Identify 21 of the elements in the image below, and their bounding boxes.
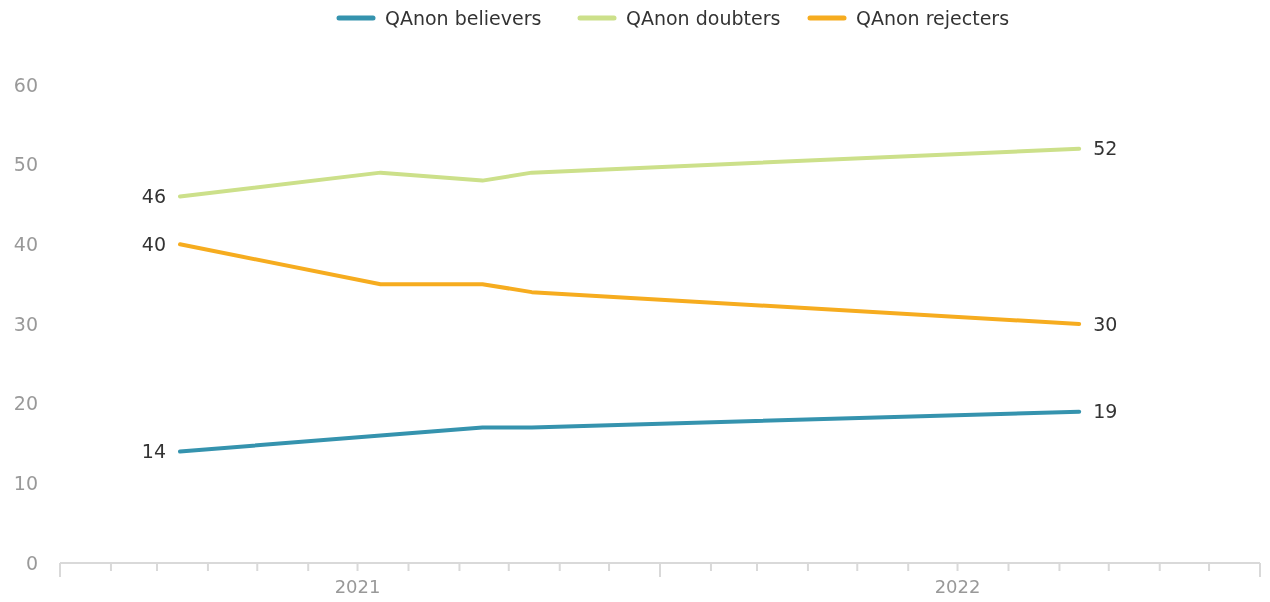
y-tick-label: 0 [25, 551, 38, 574]
data-label: 52 [1093, 137, 1118, 160]
y-tick-label: 50 [13, 153, 38, 176]
data-label: 46 [141, 185, 166, 208]
line-series [178, 146, 1082, 199]
legend-label: QAnon doubters [626, 6, 781, 29]
x-tick-label: 2021 [334, 576, 381, 597]
y-tick-label: 30 [13, 312, 38, 335]
legend-label: QAnon rejecters [856, 6, 1010, 29]
data-label: 30 [1093, 312, 1118, 335]
y-tick-label: 10 [13, 471, 38, 494]
data-label: 14 [141, 440, 166, 463]
x-tick-label: 2022 [934, 576, 981, 597]
y-tick-label: 40 [13, 232, 38, 255]
legend-label: QAnon believers [385, 6, 542, 29]
data-label: 40 [141, 232, 166, 255]
line-series [178, 242, 1082, 326]
line-series [178, 409, 1082, 454]
y-tick-label: 20 [13, 392, 38, 415]
data-label: 19 [1093, 400, 1118, 423]
y-tick-label: 60 [13, 73, 38, 96]
